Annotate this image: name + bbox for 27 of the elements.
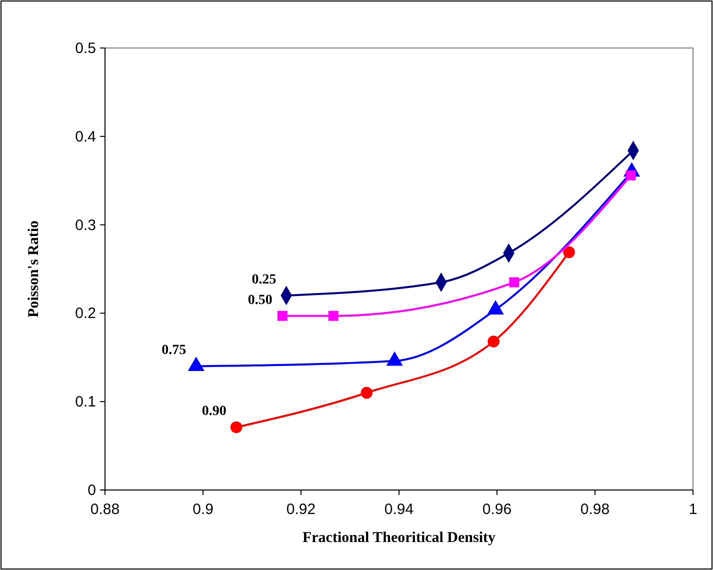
x-tick-label: 0.96 [482,501,512,518]
point [328,310,338,321]
y-tick-label: 0.5 [75,40,96,57]
y-axis-title: Poisson's Ratio [26,220,42,318]
x-tick-label: 0.9 [192,501,214,518]
x-tick-label: 0.88 [90,501,120,518]
series-label: 0.90 [202,404,226,420]
series-label: 0.75 [162,343,186,358]
x-tick-label: 1 [688,501,698,518]
point [509,277,520,288]
series-label: 0.25 [252,272,276,288]
y-tick-label: 0 [88,482,96,499]
y-tick-label: 0.4 [75,128,96,146]
point [277,310,288,321]
y-tick-label: 0.2 [75,305,96,322]
x-axis-title: Fractional Theoritical Density [302,530,496,546]
point [230,421,242,434]
x-tick-label: 0.98 [580,501,610,518]
point [626,170,636,180]
y-tick-label: 0.1 [75,394,96,411]
point [563,246,575,258]
point [360,386,373,399]
x-tick-label: 0.94 [384,501,414,518]
y-tick-label: 0.3 [75,216,96,234]
point [488,336,500,348]
series-label: 0.50 [248,292,272,308]
x-tick-label: 0.92 [286,501,316,518]
